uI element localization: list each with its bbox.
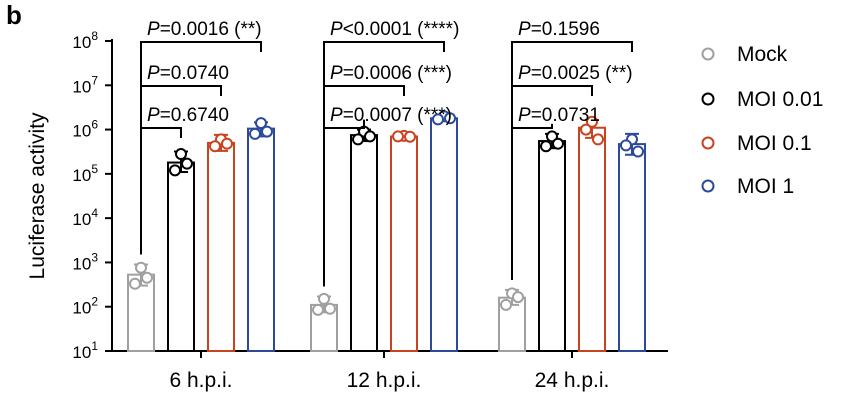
x-tick-label: 12 h.p.i.	[347, 369, 422, 392]
data-point	[632, 145, 644, 158]
significance-bracket	[323, 41, 445, 287]
y-tick-label: 107	[72, 73, 98, 96]
data-point	[620, 139, 632, 152]
y-axis-label: Luciferase activity	[26, 112, 49, 279]
data-point	[181, 157, 193, 170]
legend: Mock MOI 0.01 MOI 0.1 MOI 1	[701, 43, 823, 198]
bar	[390, 135, 418, 352]
legend-label: MOI 0.01	[737, 88, 823, 111]
data-point	[221, 137, 233, 150]
data-point	[364, 130, 376, 143]
bar	[430, 117, 458, 352]
data-point	[175, 148, 187, 161]
legend-marker	[701, 47, 715, 61]
p-value-label: P=0.0731	[518, 105, 600, 126]
data-point	[324, 302, 336, 315]
legend-marker	[701, 136, 715, 150]
data-point	[352, 133, 364, 146]
legend-marker	[701, 92, 715, 106]
legend-label: Mock	[737, 43, 788, 66]
bar	[207, 141, 235, 352]
bar	[247, 127, 275, 352]
p-value-label: P=0.6740	[147, 105, 229, 126]
data-point	[312, 303, 324, 316]
data-point	[255, 117, 267, 130]
data-point	[586, 115, 598, 128]
bars	[127, 110, 646, 353]
legend-label: MOI 0.1	[737, 132, 812, 155]
legend-label: MOI 1	[737, 175, 794, 198]
data-point	[404, 130, 416, 143]
p-value-label: P=0.0740	[147, 63, 229, 84]
panel-label: b	[6, 0, 22, 30]
p-value-label: P=0.0006 (***)	[330, 63, 452, 84]
data-point	[512, 291, 524, 304]
axes: 101 102 103 104 105 106 107 108 6 h.p.i. 12 h.p.i…	[72, 29, 668, 392]
p-value-label: P=0.0025 (**)	[518, 63, 633, 84]
p-value-label: P=0.1596	[518, 19, 600, 40]
bar	[350, 134, 378, 352]
data-point	[592, 133, 604, 146]
data-point	[249, 127, 261, 140]
data-point	[392, 130, 404, 143]
significance-bracket	[140, 41, 262, 255]
data-point	[432, 113, 444, 126]
y-tick-label: 104	[72, 206, 98, 229]
data-point	[261, 125, 273, 138]
bar	[167, 161, 195, 352]
significance-brackets: P=0.6740 P=0.0740 P=0.0016 (**) P=0.0007 (*…	[140, 19, 633, 287]
x-tick-label: 6 h.p.i.	[169, 369, 232, 392]
p-value-label: P=0.0007 (***)	[330, 105, 452, 126]
y-tick-label: 108	[72, 29, 98, 52]
y-tick-label: 102	[72, 295, 98, 318]
legend-marker	[701, 179, 715, 193]
bar	[578, 126, 606, 352]
bar	[538, 140, 566, 352]
bar	[618, 143, 646, 352]
data-point	[552, 137, 564, 150]
data-point	[318, 292, 330, 305]
y-tick-label: 105	[72, 162, 98, 185]
data-point	[444, 112, 456, 125]
data-point	[135, 261, 147, 274]
data-point	[129, 277, 141, 290]
bar	[498, 296, 526, 352]
y-tick-label: 103	[72, 250, 98, 273]
x-tick-label: 24 h.p.i.	[535, 369, 610, 392]
data-point	[209, 140, 221, 153]
y-tick-label: 106	[72, 118, 98, 141]
p-value-label: P=0.0016 (**)	[147, 19, 262, 40]
data-point	[169, 164, 181, 177]
data-point	[580, 123, 592, 136]
y-tick-label: 101	[72, 339, 98, 362]
significance-bracket	[511, 41, 633, 280]
data-point	[500, 298, 512, 311]
data-point	[540, 140, 552, 153]
p-value-label: P<0.0001 (****)	[330, 19, 459, 40]
data-point	[141, 271, 153, 284]
